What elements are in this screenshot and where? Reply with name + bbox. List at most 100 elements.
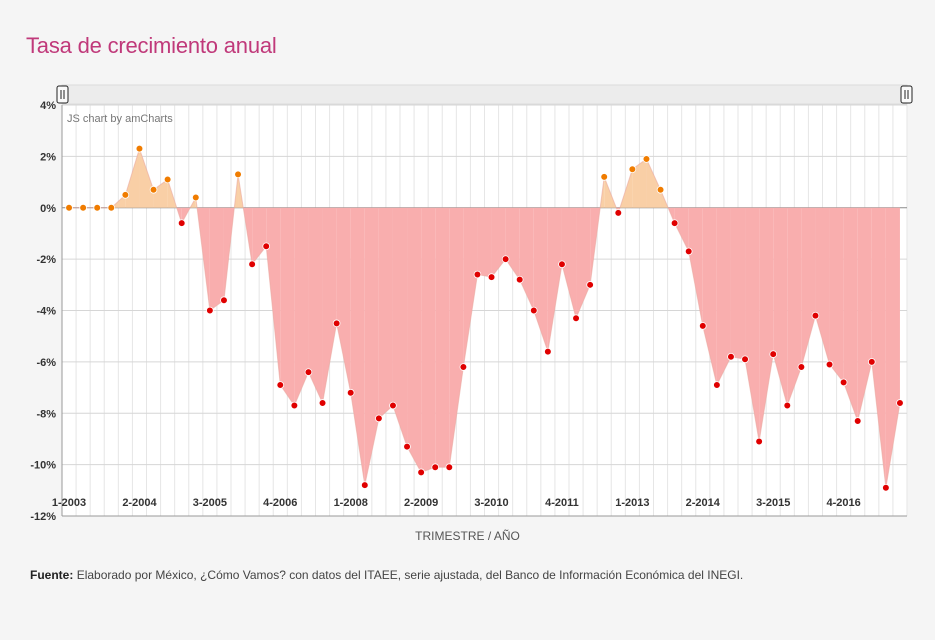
data-point [529,306,538,315]
x-tick-label: 2-2009 [404,497,438,509]
data-points [65,144,904,492]
x-axis: 1-2003 2-2004 3-2005 4-2006 1-2008 2-2009 3-20… [52,497,861,509]
negative-area [871,207,886,488]
data-point [234,170,242,179]
negative-area [716,207,731,385]
data-point [867,358,876,366]
data-point [135,144,144,153]
data-point [318,399,327,407]
positive-area [125,148,140,208]
positive-area [632,158,647,208]
negative-area [435,207,450,468]
data-point [346,388,355,397]
chart-credit: JS chart by amCharts [67,113,173,125]
data-point [727,352,735,361]
data-point [825,360,834,369]
data-point [459,363,468,371]
data-point [417,468,425,477]
data-point [741,355,749,364]
data-point [839,378,848,387]
x-tick-label: 2-2004 [122,497,157,509]
data-point [684,247,693,256]
data-point [149,185,158,194]
data-point [360,481,369,489]
source-text: Elaborado por México, ¿Cómo Vamos? con d… [76,568,744,582]
y-tick-label: -12% [30,511,56,523]
data-point [853,417,862,425]
x-axis-title: TRIMESTRE / AÑO [415,529,520,543]
data-point [177,219,186,227]
data-point [191,193,200,202]
negative-area [674,207,689,252]
x-tick-label: 2-2014 [686,497,721,509]
source-label: Fuente: [30,568,74,582]
chart-scrollbar[interactable] [56,84,913,105]
data-point [304,368,313,376]
positive-area [153,179,168,208]
data-point [501,255,510,263]
negative-area [688,207,703,326]
data-point [797,363,806,371]
x-tick-label: 4-2006 [263,497,297,509]
x-tick-label: 4-2016 [826,497,860,509]
negative-area [885,207,900,488]
data-point [544,347,552,356]
negative-area [787,207,802,406]
y-tick-label: -2% [36,254,56,266]
scrollbar-right-handle[interactable] [900,85,913,104]
y-tick-label: -4% [36,306,56,318]
data-point [93,203,102,212]
data-point [262,242,271,251]
negative-area [773,207,788,406]
data-point [783,401,792,410]
data-point [698,322,707,330]
data-point [403,442,411,451]
data-point [445,463,454,471]
negative-area [857,207,872,421]
series-line [69,147,901,488]
data-point [107,203,116,212]
data-point [290,401,299,410]
negative-area [730,207,746,360]
negative-area [702,207,717,385]
data-point [332,319,341,328]
chart-title: Tasa de crecimiento anual [26,33,277,58]
data-point [713,381,721,389]
data-point [248,260,256,269]
data-point [431,463,440,471]
series-line-path [69,147,901,488]
data-point [473,270,482,279]
scrollbar-left-handle[interactable] [56,85,69,104]
data-point [79,203,87,212]
negative-area [533,207,548,352]
data-point [642,155,651,163]
x-tick-label: 1-2003 [52,497,86,509]
x-tick-label: 1-2013 [615,497,649,509]
data-point [755,437,763,446]
x-tick-label: 3-2015 [756,497,790,509]
negative-area [280,207,295,406]
y-tick-label: -10% [30,460,56,472]
data-point [375,414,383,423]
data-point [769,350,778,358]
negative-area [547,207,562,352]
growth-rate-chart: 4% 2% 0% -2% -4% -6% -8% -10% -12% 1-2003 2-2004 3… [30,84,913,523]
y-tick-label: -8% [36,408,56,420]
negative-area [308,207,323,403]
data-point [572,314,580,323]
negative-area [322,207,337,403]
negative-area [336,207,351,393]
data-point [882,483,890,492]
data-point [206,306,214,315]
negative-area [266,207,281,385]
positive-area [139,148,154,208]
negative-area [843,207,858,421]
data-point [220,296,228,305]
negative-area [421,207,436,473]
negative-area [378,207,393,419]
data-point [276,381,285,389]
data-point [389,401,397,410]
data-point [600,173,609,181]
data-point [558,260,566,269]
negative-area [745,207,760,442]
